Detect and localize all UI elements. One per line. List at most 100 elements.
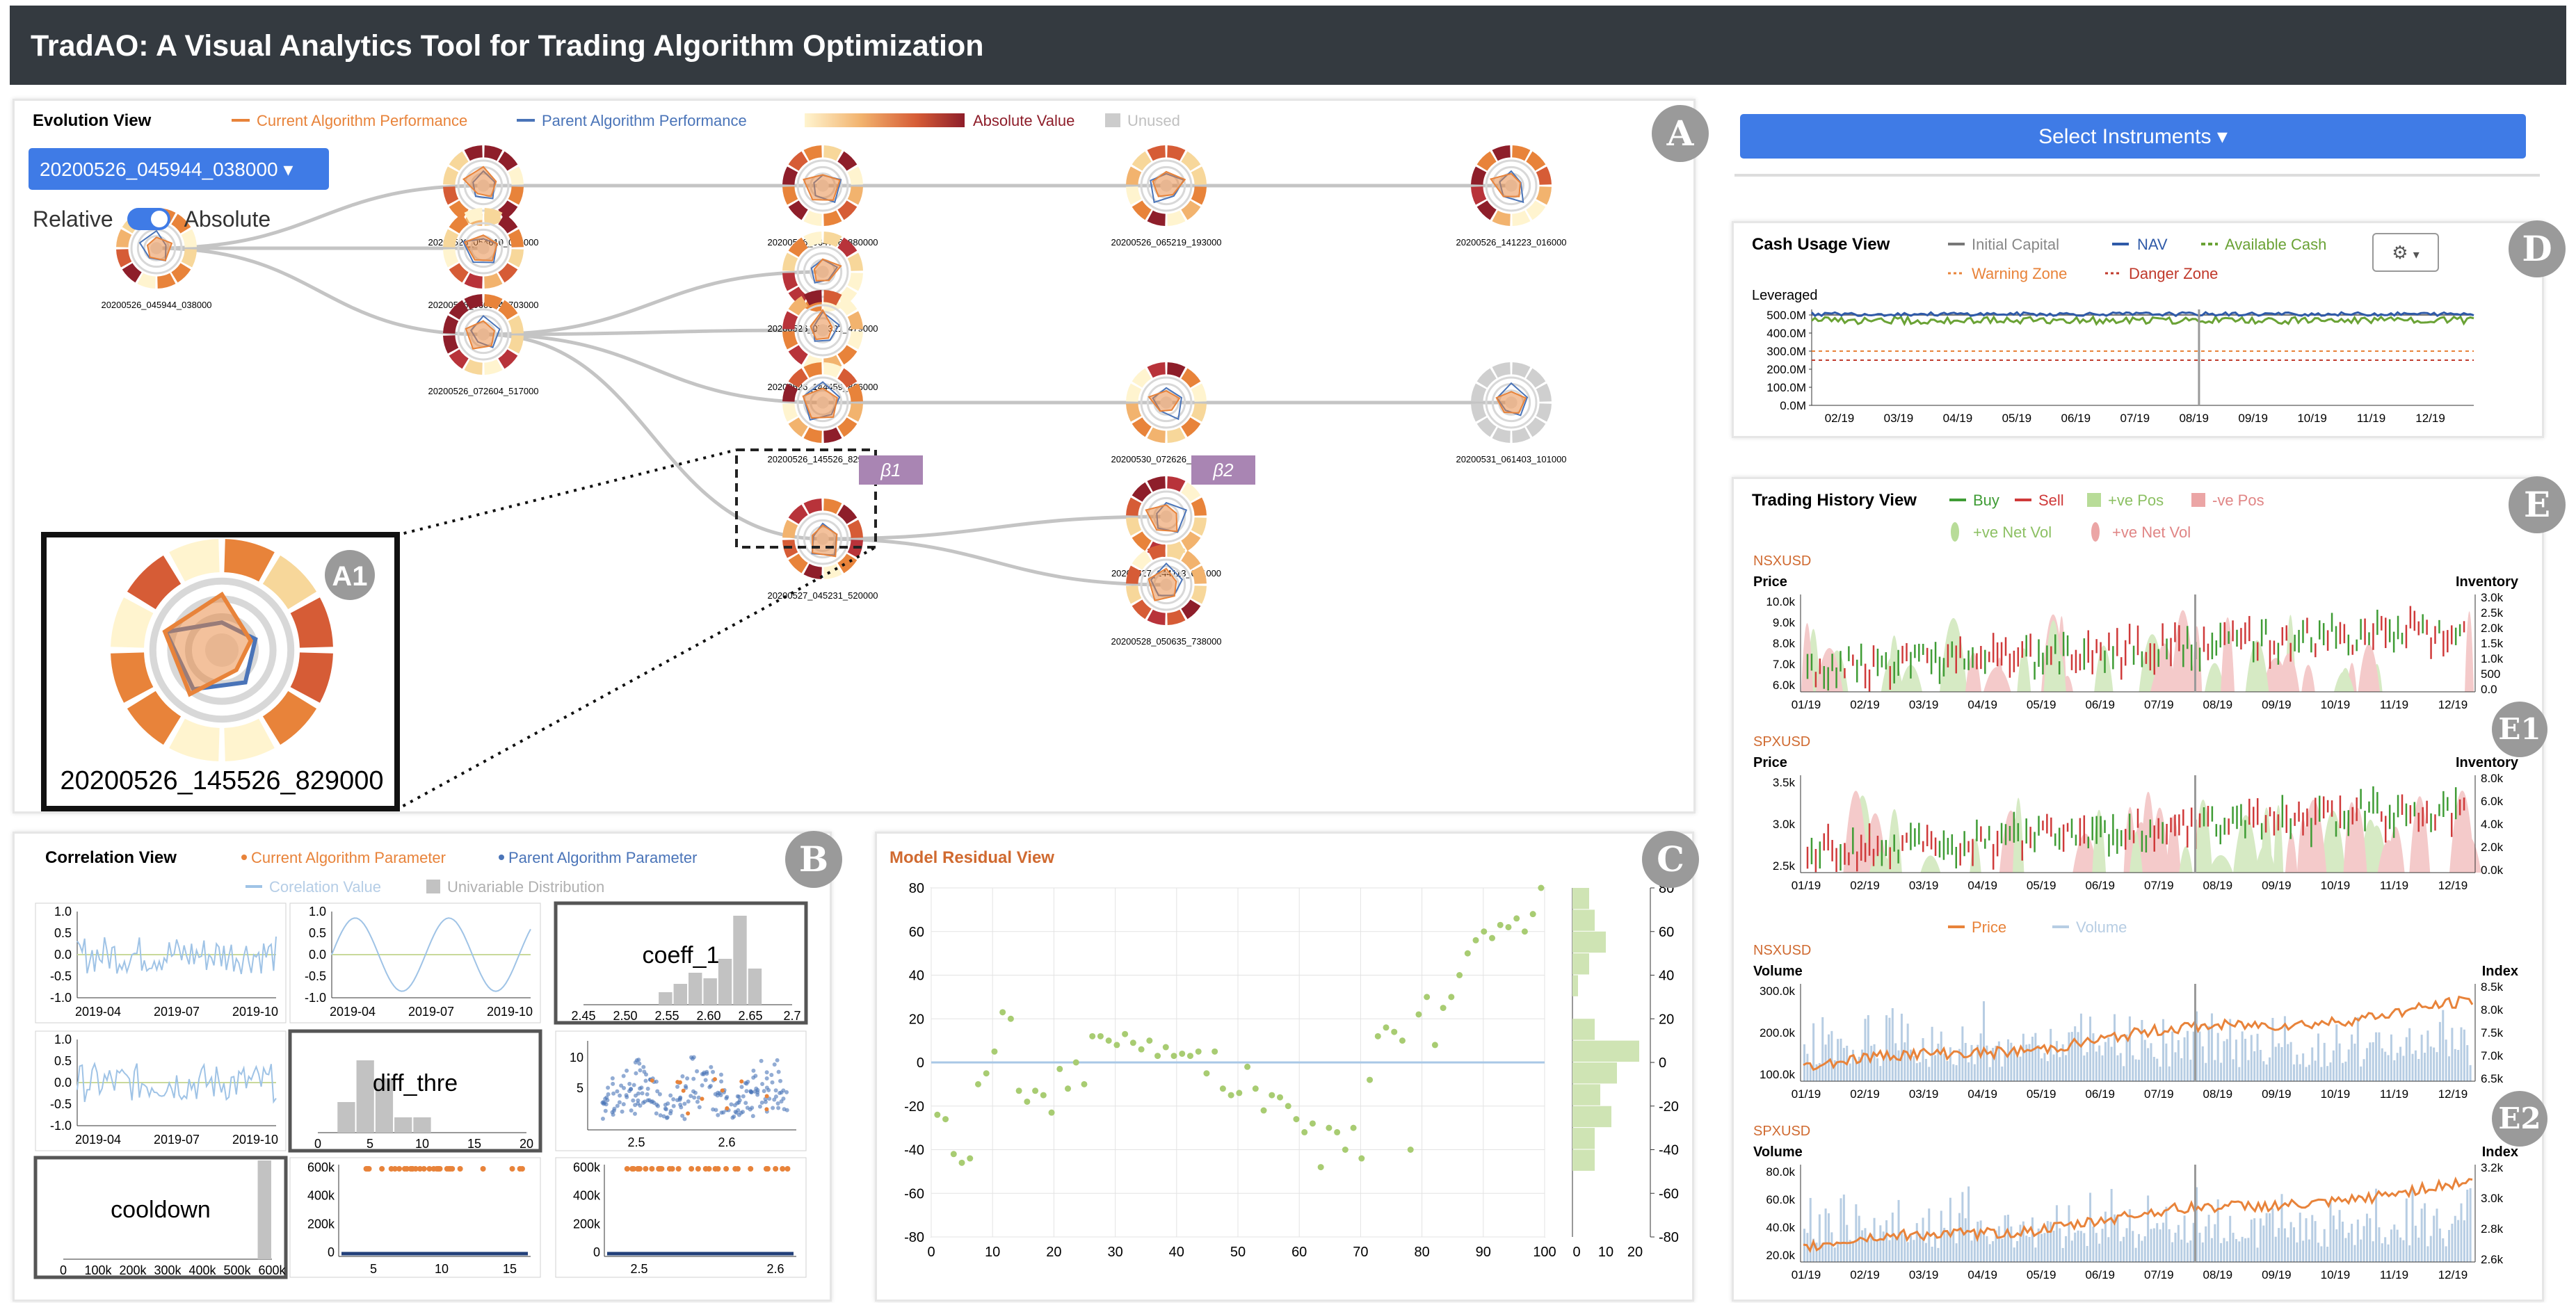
scatter-point-current: [780, 1166, 786, 1172]
cash-x-tick: 07/19: [2120, 412, 2150, 425]
x-tick: 12/19: [2438, 1087, 2468, 1101]
hist-x-tick: 2.7: [783, 1009, 800, 1023]
cash-x-tick: 03/19: [1884, 412, 1914, 425]
volume-bar: [2289, 1042, 2292, 1081]
corr-cell-6[interactable]: [33, 1156, 288, 1279]
glyph-ring: [796, 159, 849, 212]
volume-bar: [1821, 1017, 1824, 1081]
scatter-point: [645, 1086, 650, 1091]
algorithm-select[interactable]: 20200526_045944_038000 ▾: [29, 148, 329, 190]
glyph-ring: [803, 519, 843, 559]
correlation-matrix[interactable]: Correlation View Current Algorithm Param…: [15, 834, 830, 1300]
x-tick: 07/19: [2144, 1087, 2174, 1101]
left-tick: 40.0k: [1766, 1221, 1795, 1234]
cash-y-tick: 100.0M: [1766, 381, 1806, 394]
volume-bar: [2196, 1011, 2198, 1081]
evolution-node[interactable]: 20200526_065219_193000: [1111, 145, 1222, 248]
residual-point: [1146, 1037, 1153, 1044]
corr-x-tick: 2019-04: [75, 1133, 121, 1147]
residual-point: [1285, 1103, 1291, 1110]
hist-x-tick: 2.55: [654, 1009, 679, 1023]
residual-chart[interactable]: Model Residual View 80 60 40 20 0 -20 -40 -60 -8…: [877, 834, 1692, 1300]
evolution-graph[interactable]: Evolution View Current Algorithm Perform…: [15, 101, 1693, 811]
select-instruments-button[interactable]: Select Instruments ▾: [1740, 114, 2526, 159]
glyph-ring: [803, 165, 843, 206]
volume-bar: [2378, 1227, 2381, 1262]
scatter-point: [668, 1111, 673, 1116]
right-tick: 3.2k: [2481, 1161, 2504, 1174]
evolution-node[interactable]: 20200526_141223_016000: [1456, 145, 1567, 248]
left-tick: 200.0k: [1760, 1026, 1796, 1039]
glyph-segment: [1167, 427, 1186, 443]
spx-volume-axis-label: Volume: [1753, 1144, 1803, 1160]
volume-bar: [2138, 1233, 2140, 1262]
volume-bar: [2311, 1215, 2314, 1262]
spx-price-axis-label: Price: [1753, 755, 1787, 770]
glyph-segment: [823, 290, 842, 306]
evolution-node[interactable]: 20200526_072604_517000: [428, 294, 539, 396]
volume-bar: [2269, 1213, 2271, 1262]
corr-cell-8[interactable]: [555, 1157, 807, 1278]
trading-history-charts[interactable]: Trading History View Buy Sell +ve Pos -v…: [1734, 479, 2542, 1300]
cash-usage-chart[interactable]: Cash Usage View Initial Capital NAV Avai…: [1734, 223, 2542, 436]
position-area: [2358, 644, 2381, 692]
evolution-node[interactable]: 20200527_045231_520000: [767, 499, 878, 601]
residual-point: [1521, 928, 1528, 935]
residual-x-tick: 70: [1353, 1245, 1368, 1260]
volume-bar: [2016, 1240, 2019, 1262]
position-area: [1869, 851, 1892, 873]
scatter-point-current: [725, 1106, 730, 1110]
glyph-segment: [171, 263, 191, 283]
scatter-point: [711, 1107, 716, 1112]
evolution-node[interactable]: 20200530_072626_470000: [1111, 362, 1222, 464]
relative-absolute-toggle[interactable]: Relative Absolute: [33, 204, 271, 234]
glyph-segment: [782, 311, 798, 330]
glyph-segment: [1191, 383, 1207, 402]
evolution-node[interactable]: 20200526_064716_880000: [767, 145, 878, 248]
volume-bar: [2079, 1231, 2082, 1262]
volume-bar: [2210, 1238, 2213, 1262]
danger-zone-label: Danger Zone: [2129, 265, 2218, 282]
volume-bar: [1812, 1238, 1815, 1262]
scatter-point: [633, 1103, 638, 1108]
residual-point: [1211, 1048, 1218, 1055]
spx-price-volume-chart: 80.0k 60.0k 40.0k 20.0k 3.2k 3.0k 2.8k 2.6k 01/1…: [1766, 1161, 2503, 1281]
evolution-node[interactable]: 20200531_061403_101000: [1456, 362, 1567, 464]
evolution-edge-2: [156, 246, 484, 337]
available-cash-label: Available Cash: [2225, 236, 2326, 253]
corr-cell-7[interactable]: [289, 1157, 541, 1278]
glyph-segment: [782, 331, 798, 350]
x-tick: 05/19: [2027, 698, 2056, 711]
position-area: [2245, 640, 2269, 692]
scatter-point: [735, 1094, 740, 1099]
scatter-point: [695, 1099, 700, 1104]
scatter-point: [617, 1100, 622, 1105]
glyph-segment: [823, 499, 842, 515]
glyph-segment: [1471, 383, 1487, 402]
volume-bar: [2332, 1050, 2335, 1081]
volume-bar: [1946, 1061, 1949, 1081]
volume-bar: [2086, 1245, 2088, 1262]
scatter-point: [663, 1107, 668, 1112]
volume-bar: [2378, 1032, 2381, 1081]
x-tick: 07/19: [2144, 879, 2174, 892]
evolution-node[interactable]: 20200526_145526_829000: [767, 362, 878, 464]
scatter-point-current: [426, 1166, 433, 1172]
scatter-point: [603, 1096, 608, 1101]
settings-button[interactable]: ⚙ ▾: [2372, 233, 2439, 272]
toggle-switch[interactable]: [127, 208, 170, 230]
app-header: TradAO: A Visual Analytics Tool for Trad…: [10, 6, 2566, 85]
evolution-node[interactable]: 20200526_074321_479000: [767, 232, 878, 334]
glyph-segment: [788, 504, 808, 524]
glyph-segment: [1167, 476, 1186, 492]
evolution-node[interactable]: 20200526_060014_703000: [428, 208, 539, 310]
evolution-node[interactable]: 20200528_050635_738000: [1111, 544, 1222, 647]
scatter-point: [627, 1089, 632, 1094]
volume-bar: [2107, 1237, 2110, 1262]
volume-bar: [1885, 1015, 1888, 1081]
volume-bar: [1937, 1247, 1940, 1262]
glyph-segment: [508, 315, 524, 334]
evolution-node[interactable]: 20200526_054610_036000: [428, 145, 539, 248]
x-tick: 10/19: [2321, 698, 2351, 711]
